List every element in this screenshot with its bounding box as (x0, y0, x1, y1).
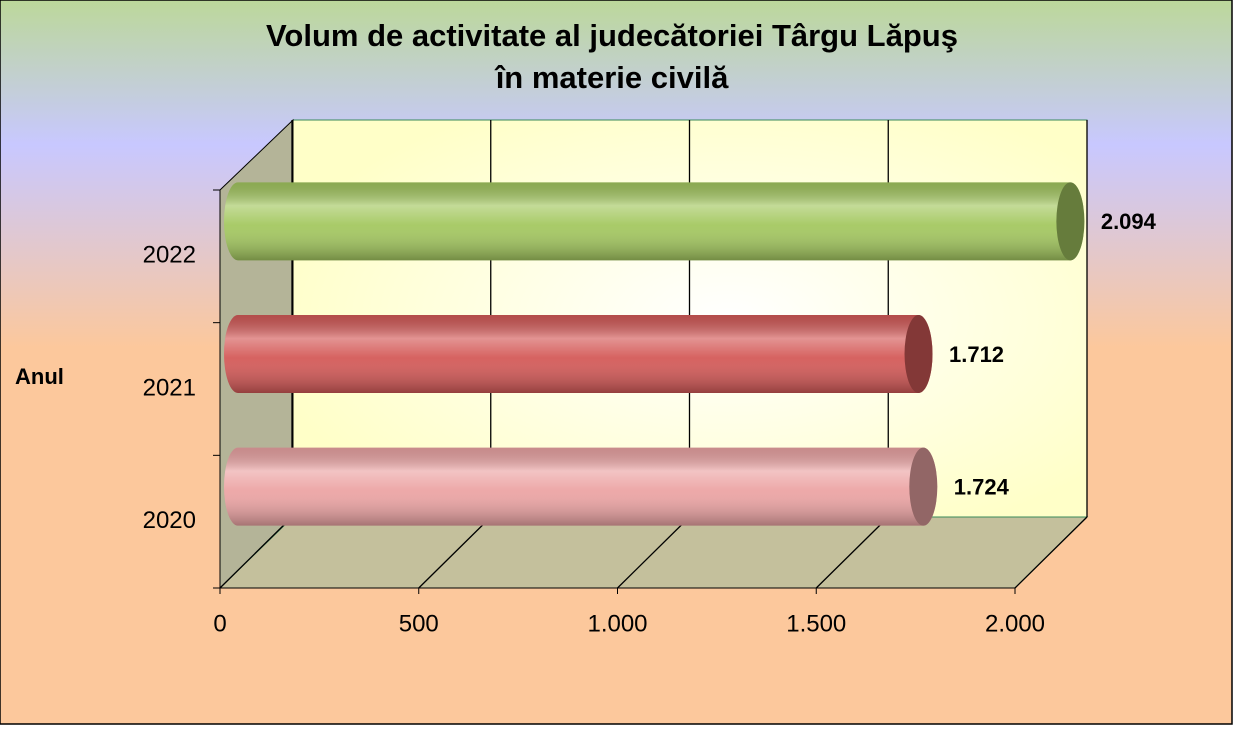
x-tick-label: 0 (213, 610, 226, 637)
grid-line (617, 516, 690, 589)
bar-end (904, 315, 933, 393)
bar-end (1056, 182, 1085, 261)
y-tick-label: 2021 (143, 374, 196, 401)
x-tick-label: 2.000 (985, 610, 1045, 637)
x-tick-label: 1.500 (786, 610, 846, 637)
bar-shine (224, 182, 1085, 261)
x-tick-label: 1.000 (587, 610, 647, 637)
data-label: 2.094 (1101, 209, 1157, 234)
data-label: 1.724 (954, 474, 1010, 499)
y-tick-label: 2020 (143, 507, 196, 534)
bar-end (909, 447, 938, 526)
x-tick-label: 500 (399, 610, 439, 637)
bar-shine (224, 315, 933, 393)
y-tick-label: 2022 (143, 242, 196, 269)
grid-line (418, 516, 492, 589)
grid-line (1014, 516, 1088, 589)
bar-shine (224, 447, 938, 526)
grid-line (815, 516, 889, 589)
y-axis-title: Anul (15, 364, 64, 389)
chart-title: Volum de activitate al judecătoriei Târg… (266, 18, 958, 53)
chart-title: în materie civilă (494, 60, 729, 95)
data-label: 1.712 (949, 342, 1004, 367)
grid-line (219, 516, 293, 589)
